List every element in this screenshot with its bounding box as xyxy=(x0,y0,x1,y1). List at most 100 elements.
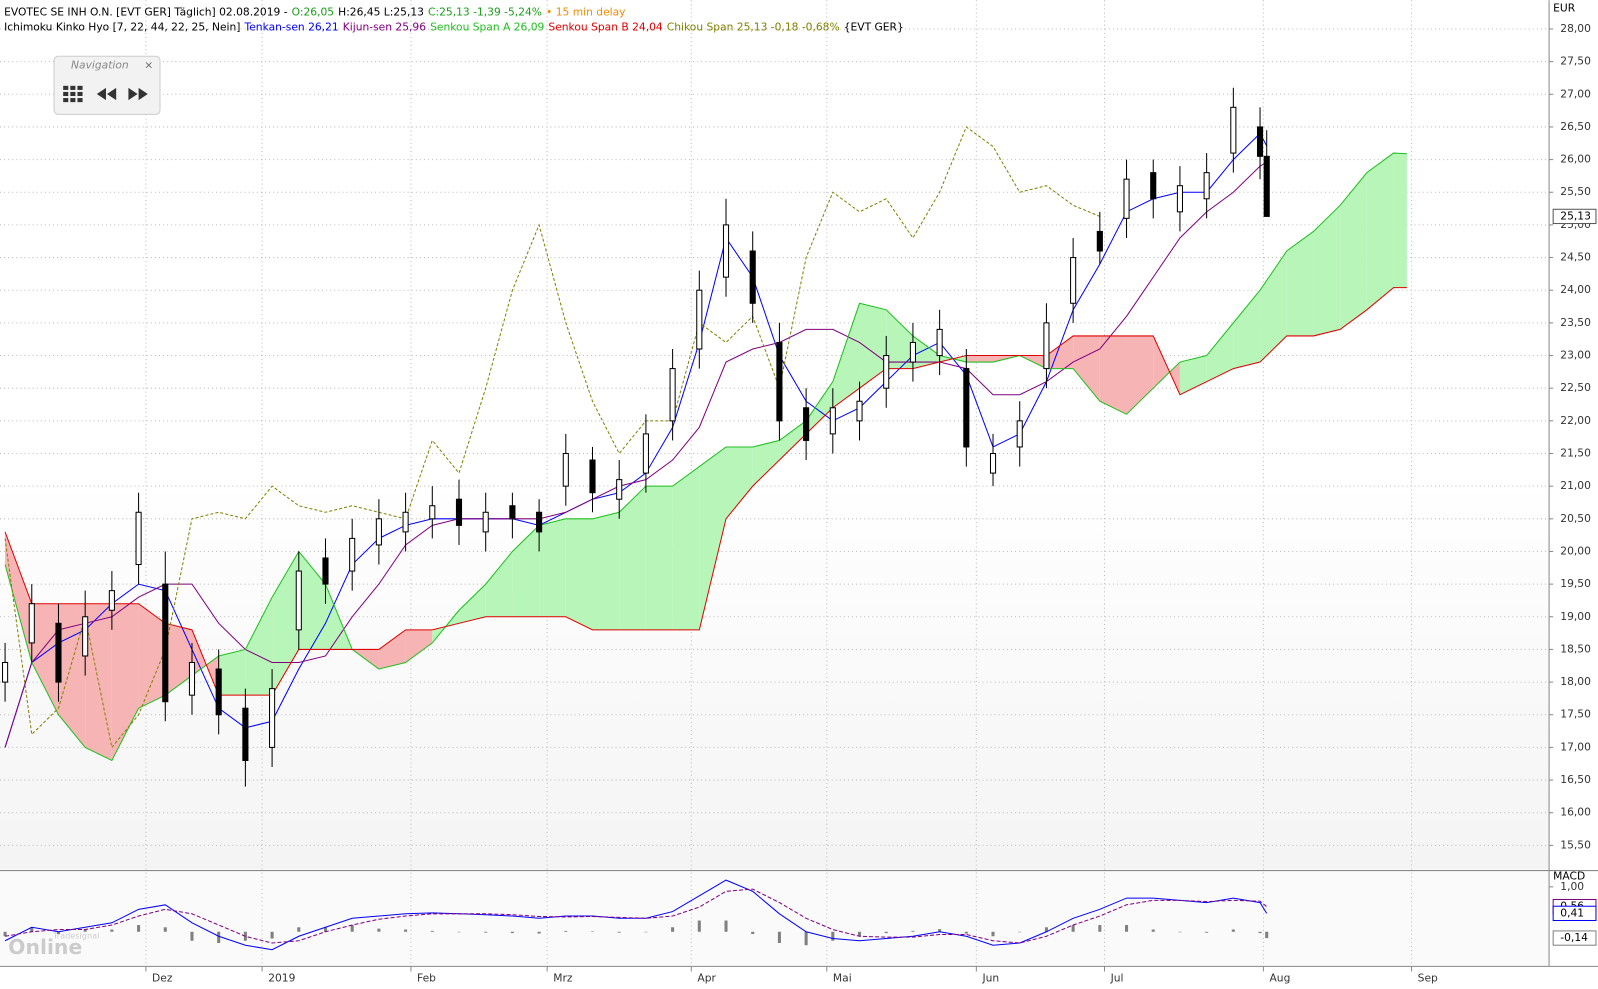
cloud xyxy=(218,649,246,696)
cloud xyxy=(165,623,192,696)
histogram-bar xyxy=(430,930,434,932)
candle-body xyxy=(829,407,836,435)
candle-body xyxy=(562,452,569,487)
candle-body xyxy=(509,505,516,520)
histogram-bar xyxy=(938,929,942,932)
x-tick-label: Mrz xyxy=(553,972,573,985)
histogram-bar xyxy=(110,929,114,932)
cloud xyxy=(1233,290,1261,369)
histogram-bar xyxy=(671,927,675,932)
candle-body xyxy=(1230,106,1237,154)
y-tick-label: 23,50 xyxy=(1560,316,1591,329)
candle-body xyxy=(1096,230,1103,252)
y-tick-label: 1,00 xyxy=(1560,880,1584,893)
histogram-bar xyxy=(831,931,835,941)
header: EVOTEC SE INH O.N. [EVT GER] Täglich] 02… xyxy=(4,5,625,18)
candle-body xyxy=(375,518,382,546)
histogram-bar xyxy=(911,930,915,932)
cloud xyxy=(272,551,299,696)
histogram-bar xyxy=(217,931,221,944)
candle-body xyxy=(429,505,436,520)
y-tick-label: 24,50 xyxy=(1560,251,1591,264)
histogram-bar xyxy=(644,931,648,933)
candle-body xyxy=(1263,155,1270,217)
widget-title: Navigation xyxy=(71,58,129,71)
histogram-bar xyxy=(3,931,7,937)
cloud xyxy=(1206,322,1234,382)
grid-button[interactable] xyxy=(63,85,83,103)
cloud xyxy=(1126,335,1154,415)
cloud xyxy=(1099,335,1127,415)
header-item: Kijun-sen 25,96 xyxy=(343,21,426,34)
cloud xyxy=(245,597,273,696)
candle-body xyxy=(322,557,329,585)
indicator-line xyxy=(4,126,1101,749)
watermark: Tradesignal Online xyxy=(8,930,99,959)
y-tick-label: 22,50 xyxy=(1560,381,1591,394)
value-marker xyxy=(1552,905,1597,921)
cloud xyxy=(1046,335,1074,369)
x-tick-label: Jun xyxy=(981,972,999,985)
histogram-bar xyxy=(56,931,61,935)
candle-body xyxy=(1150,172,1157,200)
histogram-bar xyxy=(1098,925,1102,932)
value-marker xyxy=(1552,930,1597,946)
x-tick-label: Aug xyxy=(1269,972,1290,985)
cloud xyxy=(1340,172,1367,330)
candle-body xyxy=(642,433,649,474)
histogram-bar xyxy=(270,931,274,939)
x-tick-label: Dez xyxy=(152,972,173,985)
histogram-bar xyxy=(1258,931,1262,934)
forward-button[interactable] xyxy=(128,87,148,101)
candle-body xyxy=(28,603,35,644)
candle-body xyxy=(856,400,863,422)
cloud xyxy=(699,446,727,630)
candle-body xyxy=(776,341,783,422)
back-button[interactable] xyxy=(96,87,117,101)
value-marker-label: -0,14 xyxy=(1560,931,1588,944)
y-tick-label: 20,00 xyxy=(1560,544,1591,557)
cloud xyxy=(5,531,32,663)
cloud xyxy=(458,584,486,624)
candle-body xyxy=(2,661,9,683)
histogram-bar xyxy=(1071,925,1075,932)
candle-body xyxy=(135,511,142,566)
candle-body xyxy=(1123,178,1130,219)
histogram-bar xyxy=(1231,929,1235,932)
candle-body xyxy=(242,707,249,761)
cloud xyxy=(806,381,833,434)
candle-body xyxy=(883,355,890,389)
cloud xyxy=(378,629,406,670)
histogram-bar xyxy=(163,927,167,932)
indicator-line xyxy=(4,152,1407,762)
cloud xyxy=(512,525,540,617)
y-tick-label: 19,50 xyxy=(1560,577,1591,590)
candle-body xyxy=(669,368,676,422)
cloud xyxy=(1260,251,1287,363)
macd-background xyxy=(0,871,1550,967)
candle-body xyxy=(1256,126,1264,157)
histogram-bar xyxy=(323,927,328,932)
y-tick-label: 26,00 xyxy=(1560,153,1591,166)
value-marker-label: 0,41 xyxy=(1560,906,1584,919)
cloud xyxy=(966,355,994,363)
pane-title: MACD xyxy=(1553,870,1585,883)
histogram-bar xyxy=(884,931,888,934)
histogram-bar xyxy=(83,929,87,932)
cloud xyxy=(485,551,513,617)
navigation-widget[interactable]: Navigation × xyxy=(53,55,161,115)
histogram-bar xyxy=(590,931,595,932)
histogram-bar xyxy=(510,931,514,934)
cloud xyxy=(1366,153,1394,310)
cloud xyxy=(726,446,753,519)
widget-close[interactable]: × xyxy=(144,58,153,71)
y-tick-label: 17,50 xyxy=(1560,708,1591,721)
y-tick-label: 21,50 xyxy=(1560,446,1591,459)
histogram-bar xyxy=(777,931,781,944)
candle-body xyxy=(616,479,623,500)
plot-background xyxy=(0,0,1550,870)
x-tick-label: Feb xyxy=(417,972,436,985)
histogram-bar xyxy=(137,925,141,932)
histogram-bar xyxy=(697,920,701,932)
cloud xyxy=(619,486,646,630)
